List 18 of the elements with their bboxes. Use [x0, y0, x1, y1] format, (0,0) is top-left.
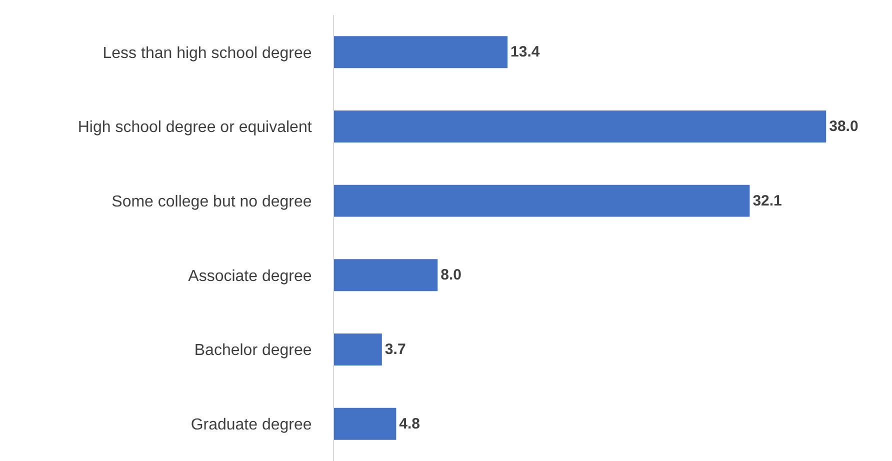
y-tick-label: Less than high school degree [102, 44, 312, 62]
y-tick-label: High school degree or equivalent [78, 119, 312, 136]
y-tick-label: Bachelor degree [194, 342, 312, 360]
bar [334, 184, 750, 217]
data-label: 32.1 [752, 192, 782, 210]
data-label: 8.0 [440, 266, 462, 284]
bar [334, 110, 826, 142]
data-label: 3.7 [384, 341, 406, 358]
bar [334, 259, 438, 292]
data-label: 13.4 [510, 44, 540, 61]
bar [334, 408, 396, 440]
y-tick-label: Graduate degree [190, 416, 312, 434]
y-tick-label: Some college but no degree [112, 193, 312, 210]
bar [334, 334, 382, 366]
data-label: 38.0 [829, 118, 858, 135]
y-tick-label: Associate degree [188, 268, 312, 285]
bar [334, 36, 508, 68]
data-label: 4.8 [399, 415, 420, 432]
